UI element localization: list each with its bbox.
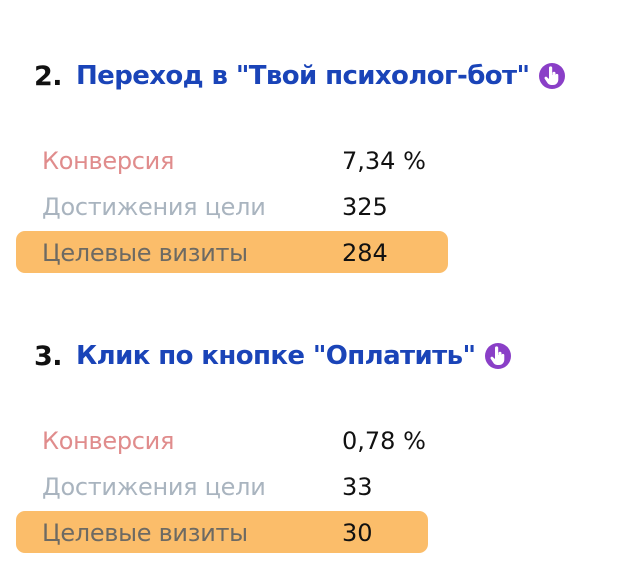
conversion-value: 7,34 %: [342, 147, 426, 175]
metric-row-reaches: Достижения цели 325: [42, 184, 482, 230]
conversion-label: Конверсия: [42, 147, 175, 175]
conversion-value: 0,78 %: [342, 427, 426, 455]
pointer-hand-icon[interactable]: [539, 63, 566, 89]
reaches-value: 325: [342, 193, 388, 221]
goal-block: 3. Клик по кнопке "Оплатить" Конверсия 0…: [16, 338, 614, 553]
conversion-label: Конверсия: [42, 427, 175, 455]
goal-title-link[interactable]: Переход в "Твой психолог-бот": [76, 61, 530, 91]
goal-number: 3.: [34, 340, 63, 372]
visits-value: 284: [342, 239, 388, 267]
goal-block: 2. Переход в "Твой психолог-бот" Конверс…: [16, 58, 614, 273]
metrics-list: Конверсия 0,78 % Достижения цели 33 Целе…: [16, 418, 482, 556]
goal-title-link[interactable]: Клик по кнопке "Оплатить": [76, 341, 476, 371]
goal-header: 3. Клик по кнопке "Оплатить": [34, 338, 614, 374]
metric-row-visits: Целевые визиты 30: [16, 510, 482, 556]
goal-number: 2.: [34, 60, 63, 92]
highlight-marker: [16, 511, 428, 553]
pointer-hand-icon[interactable]: [485, 343, 512, 369]
visits-label: Целевые визиты: [42, 239, 248, 267]
reaches-label: Достижения цели: [42, 193, 266, 221]
visits-value: 30: [342, 519, 373, 547]
metric-row-conversion: Конверсия 0,78 %: [42, 418, 482, 464]
metric-row-visits: Целевые визиты 284: [16, 230, 482, 276]
highlight-marker: [16, 231, 448, 273]
reaches-label: Достижения цели: [42, 473, 266, 501]
reaches-value: 33: [342, 473, 373, 501]
metrics-list: Конверсия 7,34 % Достижения цели 325 Цел…: [16, 138, 482, 276]
visits-label: Целевые визиты: [42, 519, 248, 547]
metric-row-reaches: Достижения цели 33: [42, 464, 482, 510]
goal-header: 2. Переход в "Твой психолог-бот": [34, 58, 614, 94]
metric-row-conversion: Конверсия 7,34 %: [42, 138, 482, 184]
